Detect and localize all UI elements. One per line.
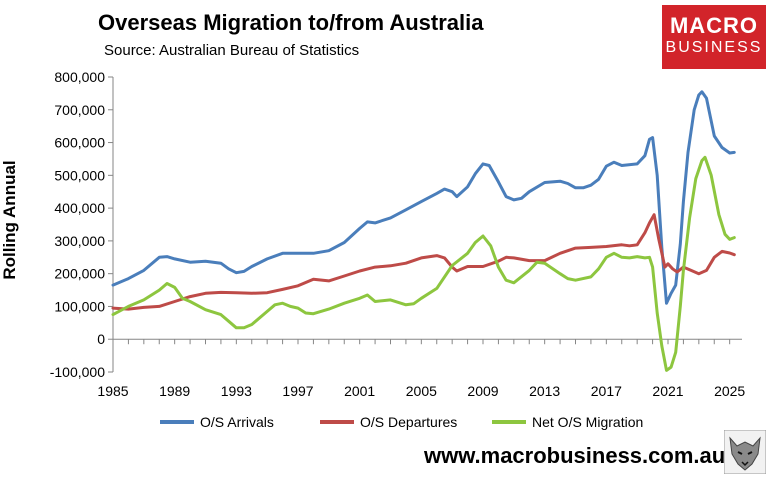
x-tick-label: 2017 [591, 383, 622, 399]
x-tick-label: 2021 [652, 383, 683, 399]
legend-item-arrivals: O/S Arrivals [160, 414, 274, 430]
x-tick-label: 1985 [97, 383, 128, 399]
chart-series [111, 90, 736, 372]
y-tick-label: 0 [97, 331, 105, 347]
legend-swatch-net [492, 420, 526, 424]
logo-line-1: MACRO [669, 13, 759, 38]
x-tick-label: 2001 [344, 383, 375, 399]
x-tick-label: 2013 [529, 383, 560, 399]
chart-axes: -100,000 0 100,000 200,000 300,000 400,000 500… [50, 69, 746, 399]
y-tick-label: 200,000 [54, 266, 105, 282]
series-line-departures [111, 213, 736, 311]
website-url: www.macrobusiness.com.au [424, 443, 726, 468]
legend-label-departures: O/S Departures [360, 414, 458, 430]
legend-swatch-arrivals [160, 420, 194, 424]
x-tick-label: 2005 [406, 383, 437, 399]
x-tick-label: 1997 [282, 383, 313, 399]
x-tick-label: 2025 [714, 383, 745, 399]
legend-label-arrivals: O/S Arrivals [200, 414, 274, 430]
legend-item-net: Net O/S Migration [492, 414, 643, 430]
y-tick-label: -100,000 [50, 364, 105, 380]
legend-item-departures: O/S Departures [320, 414, 457, 430]
x-tick-label: 1993 [221, 383, 252, 399]
series-line-net [111, 155, 736, 372]
legend-swatch-departures [320, 420, 354, 424]
x-tick-label: 2009 [467, 383, 498, 399]
y-tick-label: 100,000 [54, 298, 105, 314]
wolf-logo-icon [724, 430, 766, 474]
chart-title: Overseas Migration to/from Australia [98, 10, 484, 35]
legend-label-net: Net O/S Migration [532, 414, 644, 430]
x-tick-label: 1989 [159, 383, 190, 399]
y-tick-label: 800,000 [54, 69, 105, 85]
y-tick-label: 700,000 [54, 102, 105, 118]
y-tick-label: 600,000 [54, 135, 105, 151]
series-line-arrivals [111, 90, 736, 305]
y-tick-label: 400,000 [54, 200, 105, 216]
y-tick-label: 300,000 [54, 233, 105, 249]
y-tick-label: 500,000 [54, 167, 105, 183]
chart-subtitle: Source: Australian Bureau of Statistics [104, 42, 360, 59]
logo-line-2: BUSINESS [665, 39, 763, 56]
macrobusiness-logo: MACRO BUSINESS [662, 5, 766, 69]
